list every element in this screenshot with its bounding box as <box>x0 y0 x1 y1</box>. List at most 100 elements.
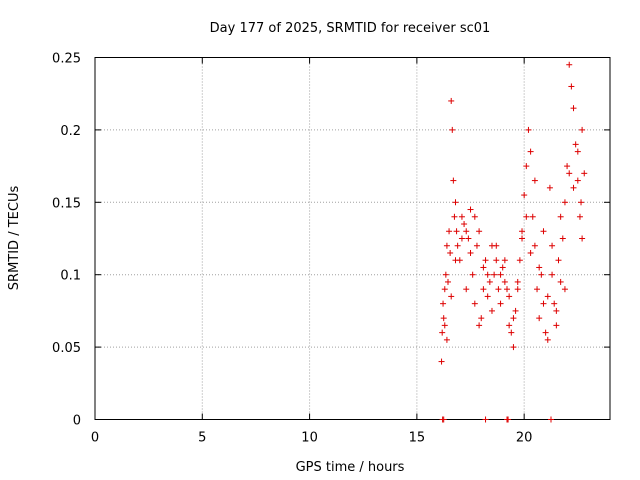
data-point <box>523 213 530 220</box>
data-point <box>441 322 448 329</box>
y-axis-label: SRMTID / TECUs <box>7 186 22 291</box>
data-point <box>438 358 445 365</box>
data-point <box>451 213 458 220</box>
data-point <box>578 199 585 206</box>
data-point <box>440 416 447 423</box>
y-tick-label: 0 <box>73 414 81 429</box>
data-point <box>546 184 553 191</box>
data-point <box>471 300 478 307</box>
data-point <box>544 336 551 343</box>
data-point <box>446 228 453 235</box>
data-point <box>529 213 536 220</box>
data-point <box>501 278 508 285</box>
data-point <box>576 213 583 220</box>
data-point <box>519 228 526 235</box>
data-point <box>495 286 502 293</box>
data-point <box>484 271 491 278</box>
data-point <box>527 249 534 256</box>
data-point <box>559 235 566 242</box>
data-point <box>497 271 504 278</box>
data-point <box>444 278 451 285</box>
data-point <box>493 257 500 264</box>
data-point <box>566 61 573 68</box>
x-tick-label: 20 <box>516 431 533 446</box>
data-point <box>521 192 528 199</box>
data-point <box>458 235 465 242</box>
data-point <box>510 315 517 322</box>
data-point <box>551 300 558 307</box>
data-point <box>491 271 498 278</box>
data-series-sc01 <box>438 61 588 423</box>
x-tick-label: 10 <box>301 431 318 446</box>
data-point <box>504 286 510 293</box>
data-point <box>555 257 562 264</box>
data-point <box>566 170 573 177</box>
data-point <box>467 206 474 213</box>
data-point <box>536 264 543 271</box>
x-axis-label: GPS time / hours <box>296 460 405 475</box>
data-point <box>486 278 493 285</box>
chart-title: Day 177 of 2025, SRMTID for receiver sc0… <box>210 21 491 36</box>
data-point <box>544 293 551 300</box>
data-point <box>440 300 447 307</box>
data-point <box>463 286 470 293</box>
data-point <box>542 329 549 336</box>
data-point <box>501 257 508 264</box>
data-point <box>458 213 465 220</box>
data-point <box>480 286 487 293</box>
data-point <box>525 126 532 133</box>
data-point <box>484 293 491 300</box>
data-point <box>471 213 478 220</box>
data-point <box>447 249 454 256</box>
data-point <box>536 315 543 322</box>
y-tick-label: 0.05 <box>52 341 81 356</box>
data-point <box>499 264 506 271</box>
data-point <box>574 148 581 155</box>
data-point <box>454 242 461 249</box>
data-point <box>540 300 547 307</box>
data-point <box>570 105 577 112</box>
data-point <box>549 271 556 278</box>
data-point <box>505 416 512 423</box>
grid-layer <box>95 57 610 420</box>
data-point <box>441 286 448 293</box>
data-point <box>553 322 560 329</box>
data-point <box>439 329 446 336</box>
data-point <box>488 242 495 249</box>
y-tick-label: 0.25 <box>52 52 81 67</box>
data-point <box>581 170 588 177</box>
plot-frame <box>94 57 611 420</box>
data-point <box>452 257 459 264</box>
data-point <box>463 228 470 235</box>
data-point <box>579 235 586 242</box>
data-point <box>549 242 556 249</box>
data-point <box>547 416 554 423</box>
y-tick-label: 0.2 <box>60 124 81 139</box>
data-point <box>540 228 547 235</box>
data-point <box>557 213 564 220</box>
data-point <box>469 271 476 278</box>
data-point <box>476 228 483 235</box>
data-point <box>453 228 460 235</box>
data-point <box>570 184 577 191</box>
data-point <box>561 286 568 293</box>
x-tick-label: 15 <box>409 431 426 446</box>
data-point <box>449 126 456 133</box>
data-point <box>523 163 530 170</box>
data-point <box>506 293 513 300</box>
data-point <box>527 148 534 155</box>
data-point <box>538 271 545 278</box>
data-point <box>510 344 517 351</box>
data-point <box>488 307 495 314</box>
data-point <box>564 163 571 170</box>
data-point <box>519 235 526 242</box>
data-point <box>506 322 513 329</box>
data-point <box>557 278 564 285</box>
data-point <box>534 286 541 293</box>
data-point <box>512 307 519 314</box>
data-point <box>508 329 515 336</box>
data-point <box>461 221 468 228</box>
data-point <box>531 177 538 184</box>
data-point <box>482 416 489 423</box>
data-point <box>531 242 538 249</box>
